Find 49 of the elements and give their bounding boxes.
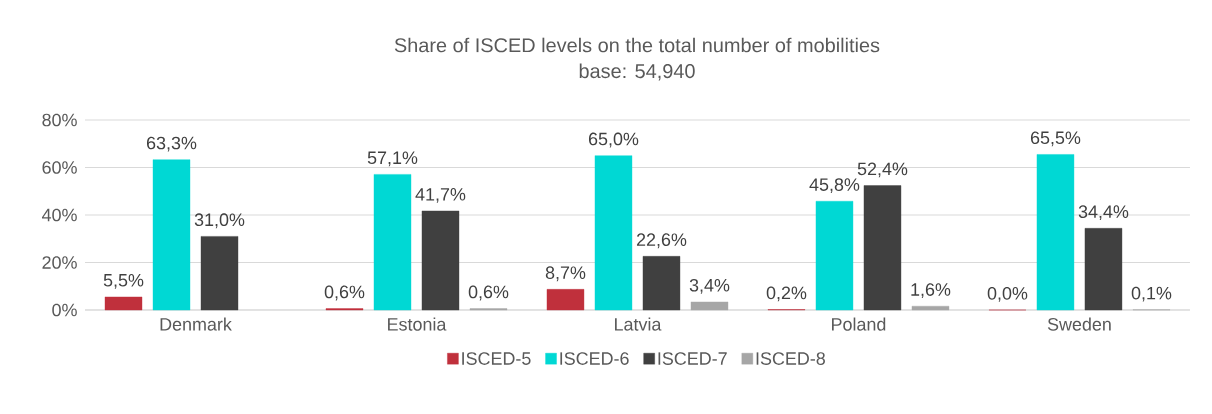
bar bbox=[642, 256, 681, 311]
bar bbox=[1036, 154, 1075, 311]
bar bbox=[200, 236, 239, 311]
y-tick-label: 20% bbox=[42, 256, 77, 269]
data-label: 1,6% bbox=[911, 283, 951, 298]
data-label: 0,6% bbox=[324, 285, 365, 301]
data-label: 52,4% bbox=[857, 162, 908, 178]
data-label: 0,1% bbox=[1131, 286, 1172, 302]
chart-title: Share of ISCED levels on the total number of mobilities bbox=[394, 37, 880, 53]
y-tick-label: 40% bbox=[42, 208, 77, 222]
legend-label: ISCED-8 bbox=[756, 352, 825, 365]
bar bbox=[911, 306, 950, 311]
data-label: 63,3% bbox=[146, 136, 197, 152]
bar bbox=[546, 289, 585, 311]
data-label: 41,7% bbox=[415, 188, 466, 203]
bar bbox=[104, 296, 143, 311]
data-label: 3,4% bbox=[689, 278, 730, 294]
bar bbox=[421, 210, 460, 311]
data-label: 65,5% bbox=[1030, 131, 1081, 147]
x-tick-label: Denmark bbox=[160, 317, 232, 331]
data-label: 57,1% bbox=[367, 151, 418, 167]
data-label: 34,4% bbox=[1078, 205, 1129, 221]
bar bbox=[815, 201, 854, 311]
bar bbox=[152, 159, 191, 311]
data-label: 31,0% bbox=[194, 213, 245, 229]
data-label: 22,6% bbox=[636, 233, 687, 249]
x-tick-label: Poland bbox=[832, 317, 886, 331]
bar bbox=[863, 185, 902, 311]
data-label: 0,6% bbox=[468, 285, 509, 301]
data-label: 65,0% bbox=[588, 132, 639, 148]
y-tick-label: 0% bbox=[52, 303, 77, 317]
bar bbox=[690, 301, 729, 311]
legend-label: ISCED-7 bbox=[658, 352, 727, 365]
y-tick-label: 80% bbox=[42, 113, 77, 127]
data-label: 8,7% bbox=[545, 266, 586, 282]
data-label: 45,8% bbox=[809, 178, 860, 194]
bar bbox=[373, 174, 412, 311]
bar bbox=[1084, 228, 1123, 311]
data-label: 5,5% bbox=[103, 273, 144, 289]
data-label: 0,2% bbox=[766, 286, 807, 302]
bar bbox=[594, 155, 633, 311]
chart-subtitle: base: 54,940 bbox=[579, 63, 695, 81]
data-label: 0,0% bbox=[987, 286, 1028, 302]
y-tick-label: 60% bbox=[42, 161, 77, 174]
x-tick-label: Latvia bbox=[615, 317, 662, 331]
x-tick-label: Estonia bbox=[388, 317, 447, 331]
legend-label: ISCED-5 bbox=[462, 352, 531, 365]
x-tick-label: Sweden bbox=[1047, 317, 1111, 331]
legend-label: ISCED-6 bbox=[560, 352, 629, 365]
